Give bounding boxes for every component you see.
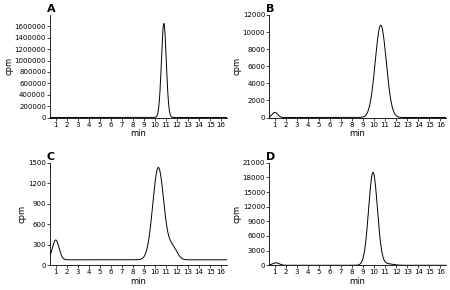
Y-axis label: cpm: cpm bbox=[4, 57, 13, 75]
Text: D: D bbox=[266, 152, 275, 162]
X-axis label: min: min bbox=[130, 129, 146, 138]
X-axis label: min: min bbox=[350, 277, 365, 286]
Text: A: A bbox=[47, 4, 55, 14]
Text: B: B bbox=[266, 4, 274, 14]
Y-axis label: cpm: cpm bbox=[18, 205, 27, 223]
Y-axis label: cpm: cpm bbox=[232, 205, 241, 223]
X-axis label: min: min bbox=[350, 129, 365, 138]
X-axis label: min: min bbox=[130, 277, 146, 286]
Text: C: C bbox=[47, 152, 55, 162]
Y-axis label: cpm: cpm bbox=[232, 57, 241, 75]
